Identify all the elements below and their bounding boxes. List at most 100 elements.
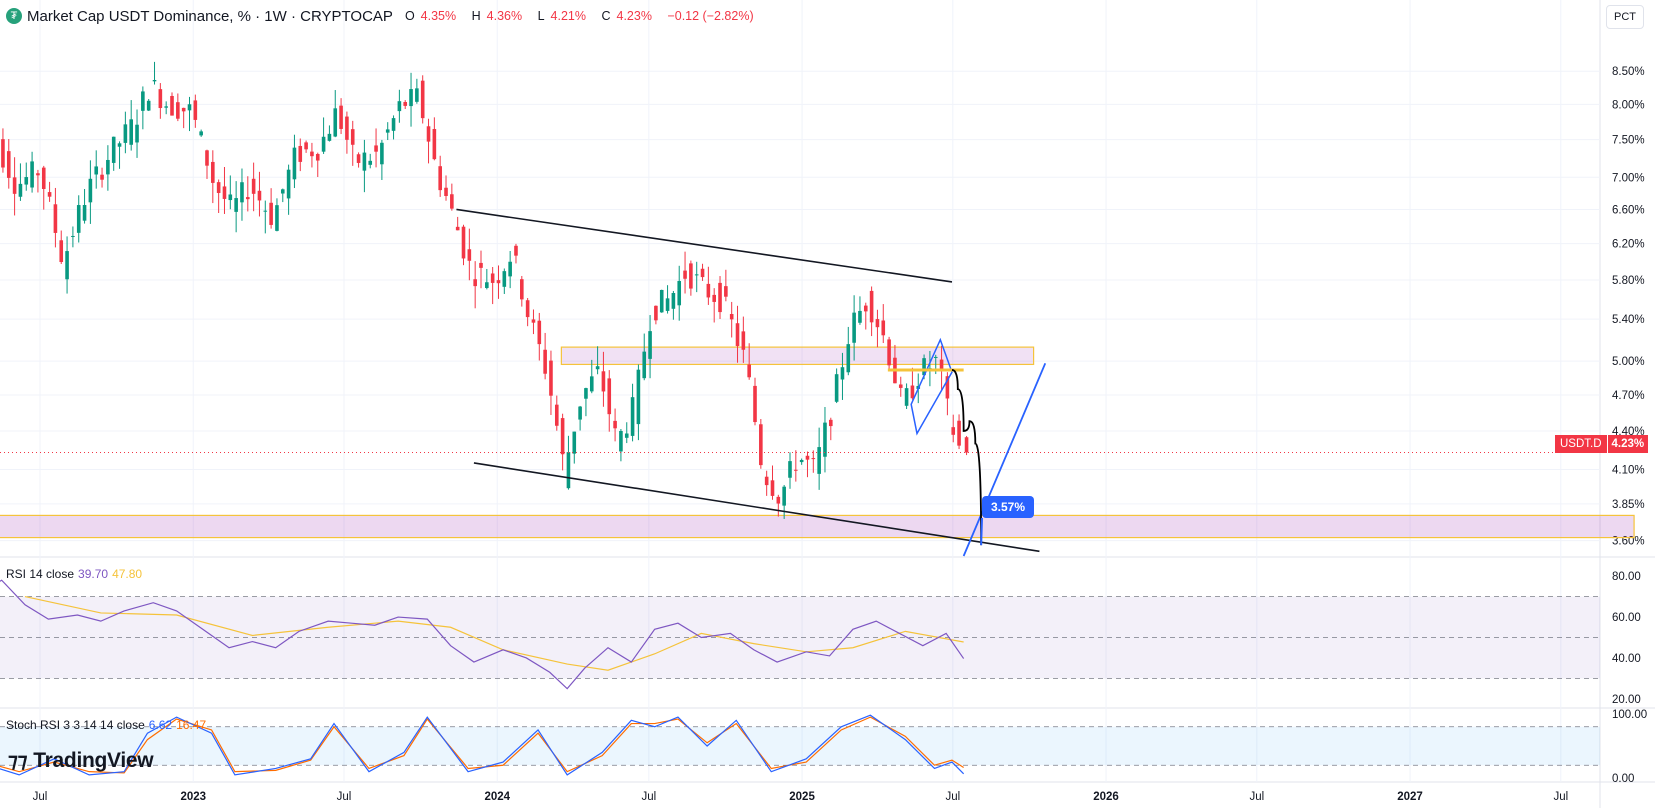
- candle-body: [554, 404, 559, 426]
- candle-body: [141, 91, 145, 111]
- candle-body: [30, 161, 34, 188]
- candle-body: [222, 186, 227, 199]
- stoch-d-line: [0, 716, 964, 774]
- target-callout[interactable]: 3.57%: [982, 496, 1034, 518]
- candle-body: [951, 427, 956, 435]
- candle-body: [345, 116, 349, 140]
- candle-body: [817, 447, 821, 474]
- candle-body: [671, 293, 676, 309]
- candle-body: [6, 151, 11, 178]
- candle-body: [53, 204, 58, 233]
- candle-body: [706, 283, 711, 298]
- price-tick-label: 5.40%: [1612, 314, 1645, 326]
- candle-body: [339, 105, 343, 129]
- candle-body: [135, 124, 139, 143]
- projection-path: [951, 369, 983, 546]
- candle-body: [753, 385, 757, 423]
- candle-body: [117, 143, 122, 147]
- candle-body: [904, 388, 909, 406]
- candle-body: [228, 194, 233, 201]
- rsi-ma-line: [24, 596, 964, 671]
- candle-body: [374, 145, 378, 152]
- candle-body: [111, 136, 116, 163]
- last-price-tag: USDT.D 4.23%: [1555, 435, 1649, 453]
- tradingview-mark-icon: ⁊⁊: [8, 750, 28, 772]
- candle-body: [531, 319, 536, 323]
- candle-body: [450, 194, 454, 209]
- candle-body: [240, 182, 244, 203]
- candle-body: [12, 177, 17, 194]
- candle-body: [251, 178, 256, 194]
- time-tick-label: 2023: [180, 791, 206, 803]
- candle-body: [391, 118, 396, 131]
- candle-body: [939, 359, 944, 370]
- candle-body: [496, 280, 501, 284]
- candle-body: [823, 422, 827, 457]
- percent-scale-button[interactable]: PCT: [1606, 5, 1644, 29]
- candle-body: [898, 384, 903, 388]
- candle-body: [216, 182, 221, 194]
- candle-body: [741, 331, 746, 350]
- candle-body: [71, 235, 75, 237]
- tradingview-logo[interactable]: ⁊⁊ TradingView: [8, 748, 154, 773]
- candle-body: [683, 270, 687, 279]
- rsi-tick-label: 40.00: [1612, 653, 1641, 665]
- rsi-legend[interactable]: RSI 14 close 39.70 47.80: [6, 567, 142, 581]
- rsi-tick-label: 80.00: [1612, 571, 1641, 583]
- candle-body: [922, 358, 926, 376]
- candle-body: [368, 160, 373, 165]
- candle-body: [275, 205, 279, 231]
- candle-body: [933, 356, 938, 358]
- ohlc-values: O 4.35% H 4.36% L 4.21% C 4.23% −0.12 (−2.82…: [404, 9, 754, 23]
- candle-body: [176, 102, 180, 119]
- time-tick-label: Jul: [945, 791, 960, 803]
- price-tick-label: 6.20%: [1612, 239, 1645, 251]
- price-tick-label: 4.70%: [1612, 390, 1645, 402]
- candle-body: [234, 198, 238, 212]
- candle-body: [718, 282, 722, 313]
- time-tick-label: Jul: [1249, 791, 1264, 803]
- candle-body: [630, 397, 635, 436]
- bear-flag-pattern: [910, 337, 953, 436]
- candle-body: [828, 419, 833, 427]
- candle-body: [65, 251, 69, 280]
- candle-body: [794, 469, 798, 471]
- stoch-band-fill: [0, 726, 1600, 766]
- candle-body: [770, 480, 775, 496]
- candle-body: [356, 154, 361, 163]
- candle-body: [665, 298, 670, 311]
- candle-body: [945, 376, 950, 399]
- candle-body: [479, 262, 483, 268]
- price-tick-label: 7.00%: [1612, 172, 1645, 184]
- stoch-name: Stoch RSI 3 3 14 14 close: [6, 718, 145, 732]
- candle-body: [146, 100, 151, 111]
- candle-body: [689, 263, 693, 289]
- high-value: 4.36%: [486, 9, 523, 23]
- candle-body: [88, 178, 93, 203]
- candle-body: [467, 249, 472, 261]
- candle-body: [403, 102, 408, 106]
- candle-body: [362, 152, 367, 171]
- candle-body: [776, 496, 781, 504]
- resistance-zone: [560, 346, 1035, 366]
- candle-body: [677, 281, 682, 306]
- stoch-tick-label: 0.00: [1612, 773, 1634, 785]
- candle-body: [852, 312, 856, 343]
- chart-header: ₮ Market Cap USDT Dominance, % · 1W · CR…: [6, 6, 760, 26]
- candle-body: [18, 183, 23, 197]
- open-value: 4.35%: [420, 9, 457, 23]
- candle-body: [584, 388, 588, 399]
- candle-body: [152, 80, 157, 82]
- candle-body: [444, 187, 448, 197]
- candle-body: [881, 320, 886, 336]
- candle-body: [123, 124, 128, 143]
- candles-group: [1, 61, 969, 519]
- stoch-rsi-legend[interactable]: Stoch RSI 3 3 14 14 close 6.62 16.47: [6, 718, 206, 732]
- time-tick-label: Jul: [337, 791, 352, 803]
- candle-body: [321, 136, 326, 152]
- candle-body: [964, 437, 969, 453]
- candle-body: [327, 133, 332, 141]
- candle-body: [385, 129, 390, 133]
- candle-body: [747, 364, 751, 378]
